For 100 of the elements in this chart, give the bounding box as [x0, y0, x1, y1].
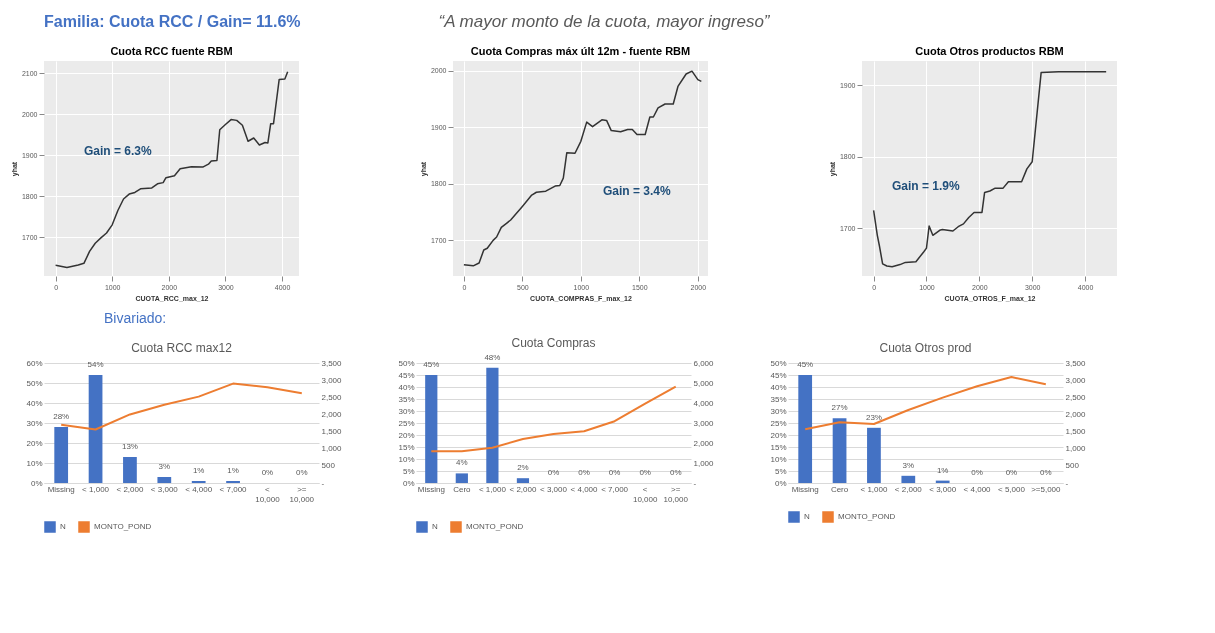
data-label: 0%: [639, 468, 651, 477]
chart-title: Cuota RCC max12: [131, 341, 233, 355]
legend-label: MONTO_POND: [94, 522, 152, 531]
bar: [54, 427, 69, 483]
x-tick-label: < 10,000: [255, 484, 281, 504]
data-label: 0%: [296, 468, 308, 477]
bar: [88, 375, 103, 483]
x-tick-label: < 3,000: [929, 484, 957, 494]
y-tick-label: 0%: [402, 478, 415, 488]
x-tick-label: < 1,000: [82, 484, 110, 494]
y-tick-label: 30%: [770, 406, 787, 416]
y-tick-label: 50%: [770, 358, 787, 368]
annotation: Gain = 3.4%: [603, 184, 672, 198]
bar: [901, 475, 916, 483]
y2-tick-label: 500: [321, 461, 336, 471]
data-label: 27%: [831, 403, 848, 413]
data-label: 1%: [936, 465, 949, 475]
legend-label: N: [432, 522, 438, 531]
y2-tick-label: 2,000: [693, 438, 715, 448]
y2-tick-label: 3,500: [321, 358, 343, 368]
data-label: 54%: [87, 360, 104, 369]
y-tick-label: 15%: [770, 442, 787, 452]
chart-title: Cuota Otros prod: [879, 341, 972, 355]
data-label: 45%: [797, 360, 814, 369]
data-label: 0%: [547, 468, 560, 477]
x-tick-label: >= 10,000: [663, 484, 689, 504]
x-tick-label: < 2,000: [116, 484, 144, 494]
legend-label: N: [804, 512, 810, 521]
line-series: [872, 70, 1107, 268]
bar: [798, 375, 813, 483]
data-label: 3%: [902, 460, 915, 470]
x-tick-label: < 1,000: [478, 484, 507, 494]
data-label: 0%: [578, 468, 590, 477]
x-tick-label: < 4,000: [963, 484, 992, 494]
data-label: 1%: [227, 466, 239, 475]
y2-tick-label: 1,000: [693, 458, 715, 468]
y2-tick-label: 2,500: [1065, 392, 1087, 402]
y-tick-label: 0%: [30, 478, 43, 488]
x-tick-label: < 3,000: [540, 484, 568, 494]
y-tick-label: 25%: [398, 418, 415, 428]
y2-tick-label: 3,000: [1065, 375, 1087, 385]
y-tick-label: 35%: [398, 394, 415, 404]
y2-tick-label: 2,000: [1065, 409, 1087, 419]
y2-tick-label: 2,500: [321, 392, 343, 402]
data-label: 13%: [121, 442, 138, 451]
data-label: 48%: [484, 352, 501, 362]
y-tick-label: 40%: [26, 398, 43, 408]
annotation: Gain = 1.9%: [892, 179, 961, 193]
bar: [516, 478, 530, 483]
x-tick-label: Cero: [830, 484, 849, 494]
bar: [867, 427, 881, 483]
x-tick-label: < 7,000: [601, 484, 629, 494]
y2-tick-label: -: [321, 478, 325, 488]
x-tick-label: >=5,000: [1031, 484, 1062, 494]
y-tick-label: 30%: [26, 418, 43, 428]
chart-title: Cuota RCC fuente RBM: [110, 45, 233, 57]
x-tick-label: < 7,000: [219, 484, 248, 494]
data-label: 0%: [608, 468, 621, 477]
chart-title: Cuota Otros productos RBM: [915, 45, 1064, 57]
y2-tick-label: 1,000: [1065, 444, 1087, 454]
x-tick-label: < 4,000: [570, 484, 599, 494]
chart-title: Cuota Compras máx últ 12m - fuente RBM: [470, 45, 691, 57]
x-tick-label: < 2,000: [509, 484, 537, 494]
y-tick-label: 20%: [770, 430, 787, 440]
y2-tick-label: 2,000: [321, 409, 343, 419]
y2-tick-label: 4,000: [693, 398, 715, 408]
y2-tick-label: 3,000: [693, 418, 715, 428]
bar: [157, 477, 172, 483]
y2-tick-label: 1,500: [1065, 427, 1087, 437]
line-series: [54, 70, 289, 269]
y-tick-label: 15%: [398, 442, 415, 452]
x-tick-label: < 2,000: [894, 484, 923, 494]
y2-tick-label: 6,000: [693, 358, 715, 368]
line-series: [430, 385, 677, 453]
y2-tick-label: 3,500: [1065, 358, 1087, 368]
x-tick-label: Missing: [47, 484, 75, 494]
data-label: 28%: [53, 412, 70, 421]
y-tick-label: 20%: [398, 430, 415, 440]
text: Familia: Cuota RCC / Gain= 11.6%: [44, 13, 301, 30]
y2-tick-label: 5,000: [693, 378, 715, 388]
bar: [425, 375, 438, 483]
chart-title: Cuota Compras: [511, 335, 596, 350]
data-label: 0%: [1005, 468, 1018, 477]
x-tick-label: Missing: [791, 484, 819, 494]
line-series: [463, 70, 703, 267]
data-label: 3%: [158, 462, 171, 471]
y-tick-label: 45%: [770, 370, 787, 380]
y-tick-label: 20%: [26, 438, 43, 448]
data-label: 23%: [865, 412, 882, 422]
y2-tick-label: 1,000: [321, 444, 343, 454]
line-series: [804, 376, 1047, 431]
x-tick-label: < 1,000: [860, 484, 888, 494]
y2-tick-label: 1,500: [321, 427, 343, 437]
y-tick-label: 10%: [770, 454, 787, 464]
y2-tick-label: -: [1065, 478, 1069, 488]
data-label: 0%: [669, 468, 682, 477]
text: “A mayor monto de la cuota, mayor ingreso”: [438, 12, 771, 31]
y2-tick-label: 3,000: [321, 375, 343, 385]
data-label: 45%: [423, 360, 440, 369]
data-label: 0%: [1040, 468, 1052, 477]
